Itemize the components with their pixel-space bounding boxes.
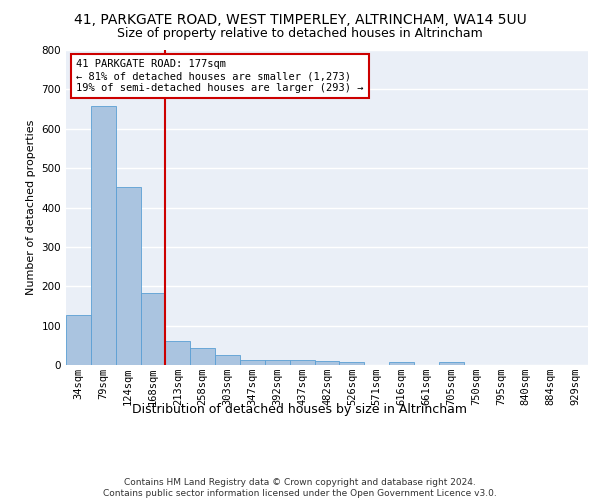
Bar [314, 362, 340, 365]
Bar [91, 106, 116, 365]
Text: Distribution of detached houses by size in Altrincham: Distribution of detached houses by size … [133, 402, 467, 415]
Bar [140, 292, 166, 365]
Text: Contains HM Land Registry data © Crown copyright and database right 2024.
Contai: Contains HM Land Registry data © Crown c… [103, 478, 497, 498]
Bar [340, 362, 364, 365]
Bar [439, 362, 464, 365]
Bar [265, 360, 290, 365]
Bar [190, 348, 215, 365]
Text: Size of property relative to detached houses in Altrincham: Size of property relative to detached ho… [117, 28, 483, 40]
Bar [389, 362, 414, 365]
Bar [240, 360, 265, 365]
Bar [66, 314, 91, 365]
Text: 41, PARKGATE ROAD, WEST TIMPERLEY, ALTRINCHAM, WA14 5UU: 41, PARKGATE ROAD, WEST TIMPERLEY, ALTRI… [74, 12, 526, 26]
Bar [215, 355, 240, 365]
Bar [166, 342, 190, 365]
Y-axis label: Number of detached properties: Number of detached properties [26, 120, 36, 295]
Bar [290, 360, 314, 365]
Text: 41 PARKGATE ROAD: 177sqm
← 81% of detached houses are smaller (1,273)
19% of sem: 41 PARKGATE ROAD: 177sqm ← 81% of detach… [76, 60, 364, 92]
Bar [116, 187, 140, 365]
